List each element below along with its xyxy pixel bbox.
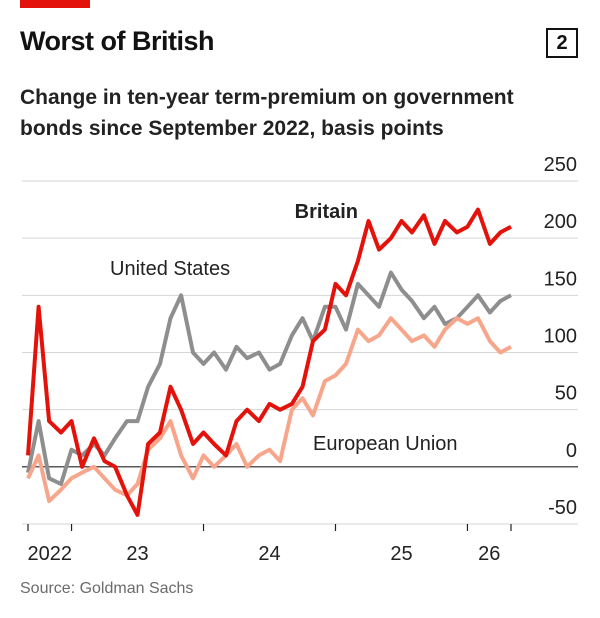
y-tick-label: 150 — [544, 268, 577, 290]
x-tick-label: 24 — [258, 543, 280, 565]
y-tick-label: 250 — [544, 154, 577, 176]
y-tick-label: 100 — [544, 326, 577, 348]
y-tick-label: -50 — [548, 497, 577, 519]
x-tick-label: 25 — [390, 543, 412, 565]
chart-number: 2 — [546, 28, 578, 58]
series-label: United States — [110, 258, 230, 280]
chart-subtitle: Change in ten-year term-premium on gover… — [20, 86, 514, 140]
y-tick-label: 0 — [566, 440, 577, 462]
y-tick-label: 50 — [555, 383, 577, 405]
x-tick-label: 2022 — [28, 543, 73, 565]
series-label: European Union — [313, 433, 458, 455]
source-note: Source: Goldman Sachs — [20, 580, 194, 597]
x-tick-label: 23 — [126, 543, 148, 565]
y-tick-label: 200 — [544, 211, 577, 233]
accent-bar — [20, 0, 90, 8]
series-label: Britain — [295, 201, 358, 223]
series-line — [26, 207, 512, 517]
series-line — [26, 316, 512, 504]
series-line — [26, 270, 512, 486]
chart-title: Worst of British — [20, 26, 215, 56]
x-tick-label: 26 — [478, 543, 500, 565]
